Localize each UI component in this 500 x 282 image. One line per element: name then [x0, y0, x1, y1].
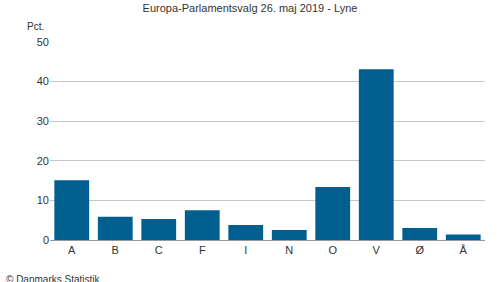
svg-text:N: N	[285, 244, 293, 256]
svg-text:10: 10	[37, 194, 49, 206]
svg-text:O: O	[328, 244, 337, 256]
svg-text:B: B	[112, 244, 119, 256]
svg-text:F: F	[199, 244, 206, 256]
svg-text:Europa-Parlamentsvalg 26. maj: Europa-Parlamentsvalg 26. maj 2019 - Lyn…	[143, 2, 358, 14]
svg-text:50: 50	[37, 36, 49, 48]
svg-text:© Danmarks Statistik: © Danmarks Statistik	[6, 274, 101, 282]
svg-text:C: C	[155, 244, 163, 256]
svg-text:Ø: Ø	[415, 244, 424, 256]
svg-text:V: V	[373, 244, 381, 256]
svg-text:20: 20	[37, 155, 49, 167]
svg-text:40: 40	[37, 75, 49, 87]
svg-text:A: A	[68, 244, 76, 256]
svg-text:30: 30	[37, 115, 49, 127]
svg-text:Å: Å	[460, 244, 468, 256]
svg-text:I: I	[244, 244, 247, 256]
svg-text:0: 0	[43, 234, 49, 246]
svg-text:Pct.: Pct.	[27, 21, 44, 32]
